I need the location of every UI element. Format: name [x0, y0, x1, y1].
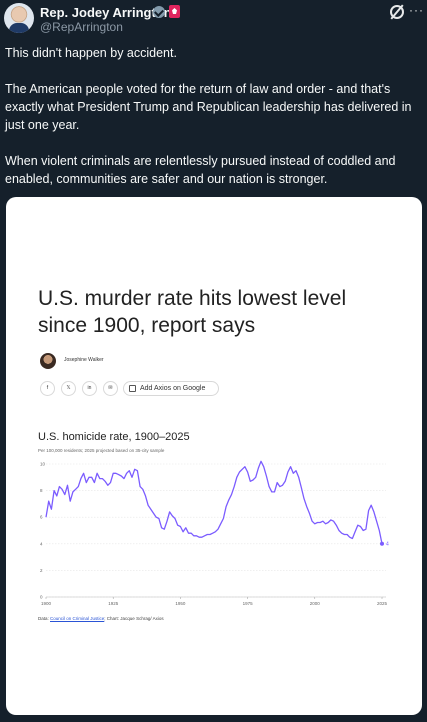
y-tick-label: 10	[40, 462, 46, 467]
x-tick-label: 1900	[41, 601, 52, 606]
more-icon[interactable]: ···	[409, 3, 424, 17]
homicide-line-chart: 0 2 4 6 8 10 1900 1925 1950 1975 2000 2025 4	[40, 460, 389, 606]
x-tick-label: 1975	[243, 601, 254, 606]
linkedin-icon[interactable]: in	[82, 381, 97, 396]
government-badge-icon	[169, 5, 180, 18]
x-tick-label: 2000	[310, 601, 321, 606]
avatar[interactable]	[4, 3, 34, 33]
x-tick-label: 1950	[175, 601, 186, 606]
y-tick-label: 6	[40, 515, 43, 520]
grok-icon[interactable]	[390, 5, 404, 19]
chart-source: Data: Council on Criminal Justice; Chart…	[38, 616, 164, 621]
media-card[interactable]: U.S. murder rate hits lowest level since…	[6, 197, 422, 715]
source-prefix: Data:	[38, 616, 51, 621]
x-tick-label: 2025	[377, 601, 388, 606]
y-tick-label: 8	[40, 488, 43, 493]
y-tick-label: 4	[40, 541, 43, 546]
source-link[interactable]: Council on Criminal Justice	[50, 616, 105, 621]
end-value-label: 4	[386, 542, 389, 548]
article-author-avatar	[40, 353, 56, 369]
homicide-rate-line	[45, 460, 383, 544]
author-name[interactable]: Rep. Jodey Arrington	[40, 5, 172, 20]
chart-subtitle: Per 100,000 residents; 2025 projected ba…	[38, 448, 165, 453]
article-author-name: Josephine Walker	[64, 357, 104, 363]
author-handle[interactable]: @RepArrington	[40, 20, 123, 34]
article-headline: U.S. murder rate hits lowest level since…	[38, 287, 347, 337]
google-icon	[129, 385, 136, 392]
end-point	[380, 541, 384, 546]
x-icon[interactable]: 𝕏	[61, 381, 76, 396]
y-tick-label: 0	[40, 595, 43, 600]
tweet-header: Rep. Jodey Arrington @RepArrington ···	[0, 0, 427, 40]
add-axios-button[interactable]: Add Axios on Google	[123, 381, 219, 396]
verified-badge-icon[interactable]	[153, 6, 165, 18]
source-suffix: ; Chart: Jacque Schrag/ Axios	[104, 616, 164, 621]
x-tick-label: 1925	[108, 601, 119, 606]
chart-title: U.S. homicide rate, 1900–2025	[38, 431, 190, 443]
add-axios-label: Add Axios on Google	[140, 385, 206, 392]
email-icon[interactable]: ✉	[103, 381, 118, 396]
y-tick-label: 2	[40, 568, 43, 573]
facebook-icon[interactable]: f	[40, 381, 55, 396]
tweet-text: This didn't happen by accident. The Amer…	[5, 46, 412, 186]
